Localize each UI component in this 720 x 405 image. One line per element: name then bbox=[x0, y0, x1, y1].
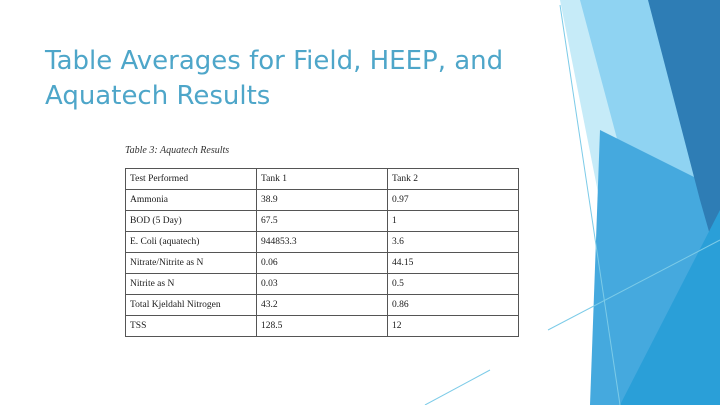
cell-test: Nitrite as N bbox=[125, 273, 257, 295]
header-tank-1: Tank 1 bbox=[256, 168, 388, 190]
slide-title: Table Averages for Field, HEEP, and Aqua… bbox=[45, 46, 504, 111]
deco-blue-triangle bbox=[620, 210, 720, 405]
aquatech-results-table: Test Performed Tank 1 Tank 2 Ammonia 38.… bbox=[125, 168, 519, 337]
cell-tank-2: 44.15 bbox=[387, 252, 519, 274]
table-caption: Table 3: Aquatech Results bbox=[125, 145, 230, 156]
table-row: Total Kjeldahl Nitrogen 43.2 0.86 bbox=[125, 294, 519, 316]
table-row: Nitrite as N 0.03 0.5 bbox=[125, 273, 519, 295]
cell-tank-2: 0.97 bbox=[387, 189, 519, 211]
table-row: E. Coli (aquatech) 944853.3 3.6 bbox=[125, 231, 519, 253]
cell-tank-1: 43.2 bbox=[256, 294, 388, 316]
deco-line-2 bbox=[547, 239, 720, 331]
table-row: Nitrate/Nitrite as N 0.06 44.15 bbox=[125, 252, 519, 274]
cell-tank-2: 0.86 bbox=[387, 294, 519, 316]
cell-tank-1: 38.9 bbox=[256, 189, 388, 211]
deco-line-1 bbox=[559, 4, 621, 405]
table-row: TSS 128.5 12 bbox=[125, 315, 519, 337]
cell-test: BOD (5 Day) bbox=[125, 210, 257, 232]
cell-tank-2: 1 bbox=[387, 210, 519, 232]
cell-tank-1: 0.06 bbox=[256, 252, 388, 274]
cell-tank-1: 0.03 bbox=[256, 273, 388, 295]
table-row: Ammonia 38.9 0.97 bbox=[125, 189, 519, 211]
cell-test: Total Kjeldahl Nitrogen bbox=[125, 294, 257, 316]
cell-tank-1: 67.5 bbox=[256, 210, 388, 232]
table-header-row: Test Performed Tank 1 Tank 2 bbox=[125, 168, 519, 190]
cell-tank-1: 944853.3 bbox=[256, 231, 388, 253]
header-test-performed: Test Performed bbox=[125, 168, 257, 190]
cell-test: E. Coli (aquatech) bbox=[125, 231, 257, 253]
cell-tank-2: 0.5 bbox=[387, 273, 519, 295]
cell-test: TSS bbox=[125, 315, 257, 337]
cell-test: Nitrate/Nitrite as N bbox=[125, 252, 257, 274]
cell-test: Ammonia bbox=[125, 189, 257, 211]
deco-line-3 bbox=[424, 369, 491, 405]
table-row: BOD (5 Day) 67.5 1 bbox=[125, 210, 519, 232]
cell-tank-2: 12 bbox=[387, 315, 519, 337]
deco-dark-stripe bbox=[648, 0, 720, 270]
header-tank-2: Tank 2 bbox=[387, 168, 519, 190]
cell-tank-2: 3.6 bbox=[387, 231, 519, 253]
cell-tank-1: 128.5 bbox=[256, 315, 388, 337]
